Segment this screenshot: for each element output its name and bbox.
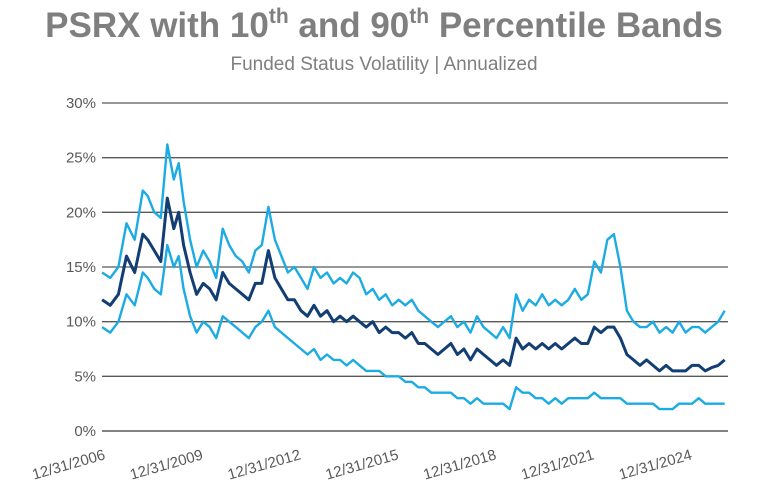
- chart-title: PSRX with 10th and 90th Percentile Bands: [0, 6, 768, 46]
- series-line-median: [101, 196, 726, 373]
- x-tick-label: 12/31/2021: [519, 447, 596, 484]
- y-tick-label: 10%: [66, 314, 96, 331]
- title-part-2: and 90: [288, 6, 410, 45]
- y-tick-label: 5%: [74, 368, 96, 385]
- x-tick-label: 12/31/2006: [30, 447, 107, 484]
- y-tick-label: 20%: [66, 204, 96, 221]
- title-superscript-2: th: [409, 5, 430, 28]
- x-tick-label: 12/31/2015: [324, 447, 401, 484]
- title-part-1: PSRX with 10: [45, 6, 269, 45]
- y-tick-label: 25%: [66, 150, 96, 167]
- title-superscript-1: th: [268, 5, 289, 28]
- x-tick-label: 12/31/2024: [617, 447, 694, 484]
- series-lines: [101, 143, 726, 411]
- series-line-10th-percentile: [101, 243, 725, 411]
- x-axis-ticks: 12/31/2006 12/31/2009 12/31/2012 12/31/2015…: [30, 447, 694, 484]
- y-tick-label: 30%: [66, 95, 96, 112]
- chart-subtitle: Funded Status Volatility | Annualized: [230, 54, 538, 75]
- y-axis-ticks: 0% 5% 10% 15% 20% 25% 30%: [66, 95, 96, 440]
- x-tick-label: 12/31/2018: [421, 447, 498, 484]
- gridlines: [102, 102, 728, 432]
- title-part-3: Percentile Bands: [429, 6, 723, 45]
- y-tick-label: 15%: [66, 259, 96, 276]
- x-tick-label: 12/31/2012: [226, 447, 303, 484]
- y-tick-label: 0%: [74, 423, 96, 440]
- x-tick-label: 12/31/2009: [128, 447, 205, 484]
- series-line-90th-percentile: [101, 143, 726, 340]
